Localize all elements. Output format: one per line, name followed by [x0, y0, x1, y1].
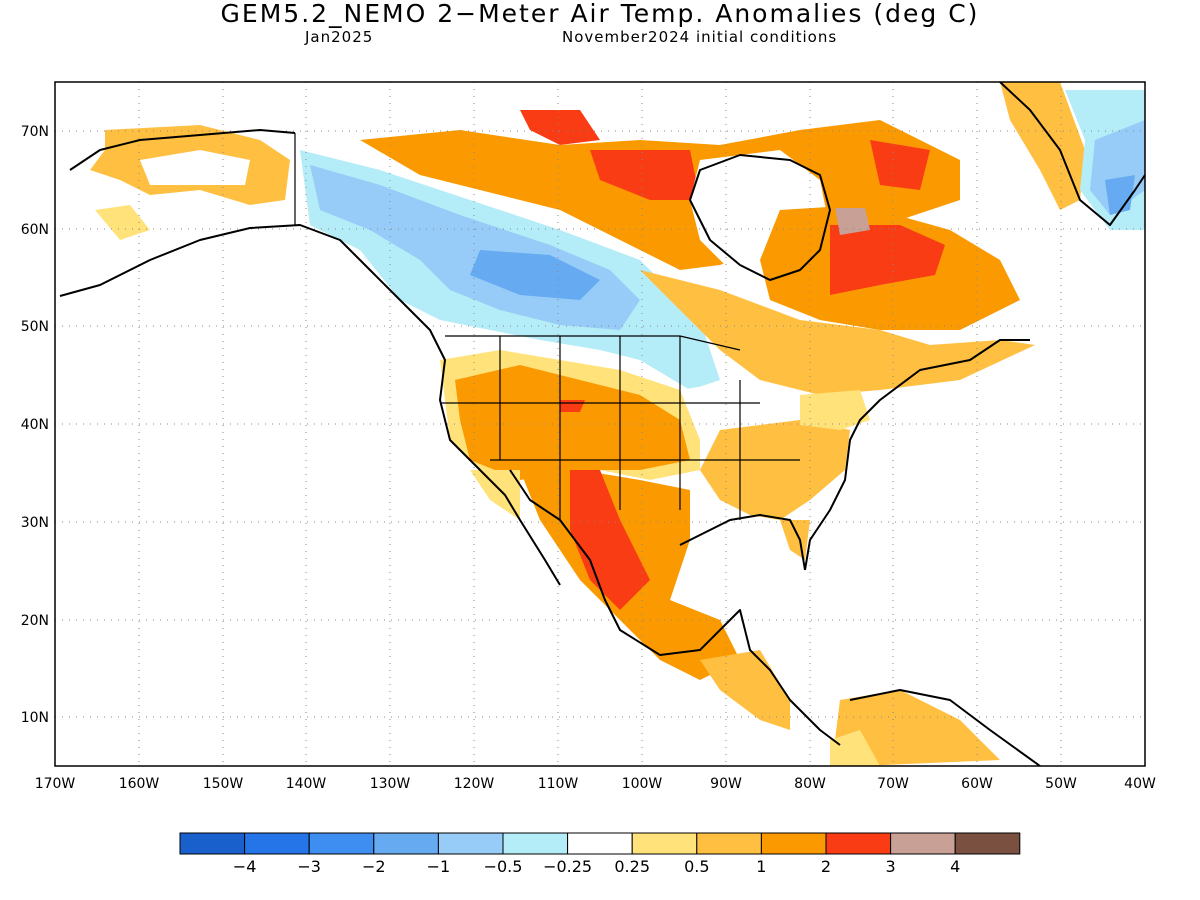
legend-label: −0.5 [484, 857, 523, 876]
lon-tick-label: 80W [794, 776, 826, 792]
lon-tick-label: 140W [286, 776, 327, 792]
anomaly-southeast-orange [700, 420, 850, 520]
legend-swatch [696, 832, 762, 855]
legend-label: −2 [362, 857, 386, 876]
anomaly-mexico-yellow [470, 470, 520, 520]
lat-tick-label: 50N [21, 319, 49, 335]
map-title: GEM5.2_NEMO 2−Meter Air Temp. Anomalies … [220, 0, 980, 28]
legend-swatch [437, 832, 504, 855]
lat-tick-label: 60N [21, 222, 49, 238]
coastlines [59, 82, 1145, 766]
legend-label: −1 [427, 857, 451, 876]
lon-tick-label: 160W [119, 776, 160, 792]
legend-label: 2 [821, 857, 831, 876]
anomaly-fields [90, 82, 1145, 766]
anomaly-westus-orange [455, 365, 690, 480]
lon-tick-label: 170W [35, 776, 76, 792]
anomaly-alaska-white [140, 150, 250, 185]
lon-tick-label: 70W [877, 776, 909, 792]
anomaly-central-band-orange [640, 270, 1035, 395]
legend-swatch [244, 832, 310, 855]
lon-tick-label: 50W [1045, 776, 1077, 792]
lat-tick-labels: 70N 60N 50N 40N 30N 20N 10N [21, 124, 49, 726]
anomaly-greenland-mid-blue [1105, 175, 1135, 215]
anomaly-northeast-yellow [800, 390, 870, 430]
legend-swatch [567, 832, 633, 855]
anomaly-quebec-brown [835, 208, 870, 235]
plot-frame [54, 81, 1146, 767]
anomaly-central-america-orange [700, 650, 790, 730]
legend-label: 4 [950, 857, 960, 876]
initial-conditions-label: November2024 initial conditions [562, 28, 838, 46]
lon-tick-label: 40W [1124, 776, 1156, 792]
legend-label: 0.25 [614, 857, 650, 876]
legend-swatch [373, 832, 439, 855]
color-legend [179, 832, 1021, 855]
lon-tick-label: 150W [203, 776, 244, 792]
legend-swatch [760, 832, 827, 855]
political-borders [294, 133, 800, 520]
legend-labels: −4 −3 −2 −1 −0.5 −0.25 0.25 0.5 1 2 3 4 [233, 857, 960, 876]
legend-label: −4 [233, 857, 257, 876]
anomaly-mexico-red [570, 470, 650, 610]
lon-tick-label: 130W [370, 776, 411, 792]
legend-swatch [825, 832, 892, 855]
lon-tick-label: 110W [538, 776, 579, 792]
lon-tick-label: 100W [622, 776, 663, 792]
lat-tick-label: 20N [21, 613, 49, 629]
lon-tick-label: 90W [710, 776, 742, 792]
legend-label: 0.5 [684, 857, 709, 876]
legend-swatch [179, 832, 246, 855]
anomaly-alaska-yellow [95, 205, 150, 240]
legend-swatch [890, 832, 956, 855]
legend-label: 1 [756, 857, 766, 876]
anomaly-south-america-orange [835, 690, 1000, 766]
anomaly-south-america-yellow [830, 730, 880, 766]
legend-swatch [502, 832, 569, 855]
legend-label: −0.25 [543, 857, 592, 876]
lat-tick-label: 40N [21, 417, 49, 433]
lat-tick-label: 10N [21, 710, 49, 726]
anomaly-arctic-red [520, 110, 600, 145]
anomaly-florida-orange [780, 520, 810, 560]
lon-tick-label: 60W [961, 776, 993, 792]
legend-swatch [631, 832, 698, 855]
lon-tick-label: 120W [454, 776, 495, 792]
legend-label: 3 [886, 857, 896, 876]
lat-tick-label: 30N [21, 515, 49, 531]
legend-swatch [308, 832, 375, 855]
anomaly-quebec-red [830, 225, 945, 295]
lon-tick-labels: 170W 160W 150W 140W 130W 120W 110W 100W … [35, 776, 1156, 792]
legend-label: −3 [297, 857, 321, 876]
anomaly-ellesmere-red [870, 140, 930, 190]
forecast-month: Jan2025 [305, 28, 374, 46]
lat-tick-label: 70N [21, 124, 49, 140]
anomaly-canada-mid-blue [470, 250, 600, 300]
anomaly-baffin-red [590, 150, 700, 200]
anomaly-greenland-orange [1000, 82, 1085, 210]
legend-swatch [954, 832, 1021, 855]
